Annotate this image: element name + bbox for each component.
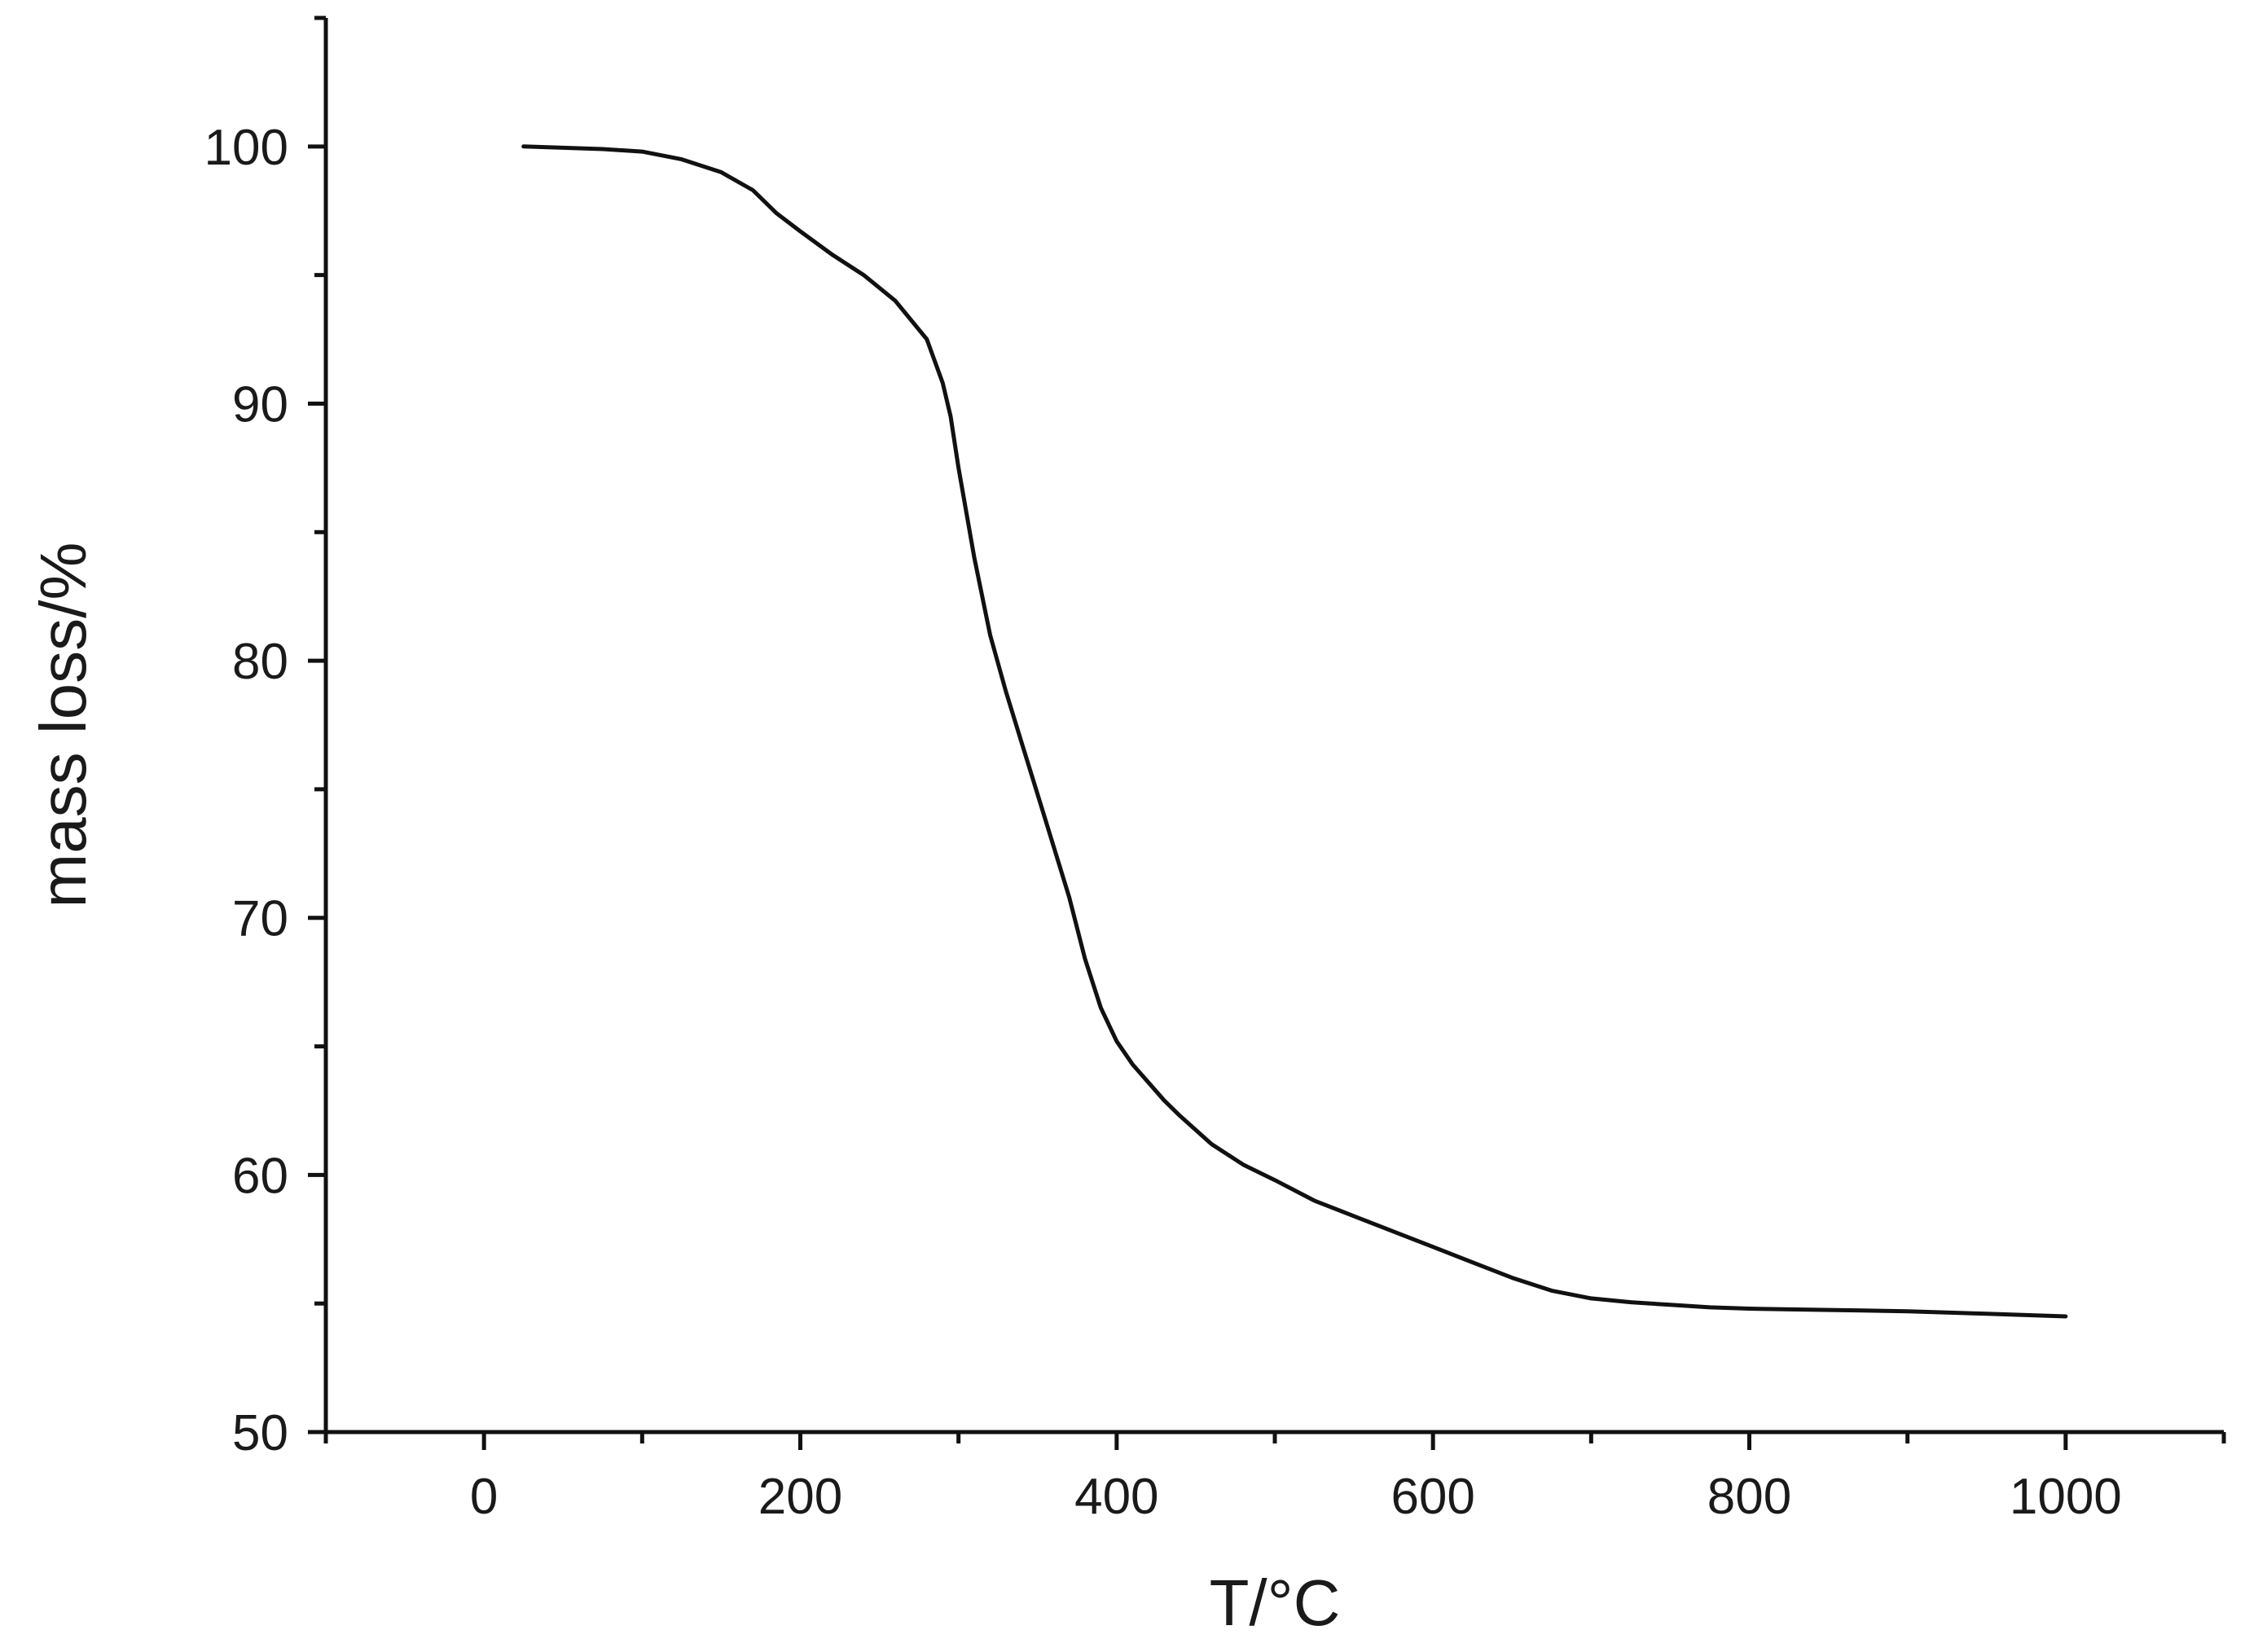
x-tick-label: 0	[470, 1469, 498, 1525]
x-tick-label: 600	[1390, 1469, 1474, 1525]
major-tick-group	[308, 144, 2068, 1450]
y-tick-label: 90	[232, 376, 288, 433]
y-tick-label: 60	[232, 1148, 288, 1204]
tick-label-group: 0 200 400 600 800 1000 50 60 70 80 90 100	[204, 120, 2122, 1525]
x-tick-label: 800	[1707, 1469, 1791, 1525]
mass-loss-line	[521, 144, 2068, 1319]
series-group	[521, 144, 2068, 1319]
x-tick-label: 400	[1074, 1469, 1158, 1525]
y-tick-label: 50	[232, 1405, 288, 1461]
y-tick-label: 70	[232, 891, 288, 947]
y-axis-title: mass loss/%	[27, 543, 99, 908]
y-tick-label: 80	[232, 634, 288, 690]
x-tick-label: 1000	[2010, 1469, 2122, 1525]
x-tick-label: 200	[758, 1469, 842, 1525]
x-axis-title: T/°C	[1210, 1566, 1341, 1639]
y-tick-label: 100	[204, 120, 288, 176]
minor-tick-group	[314, 15, 2226, 1443]
